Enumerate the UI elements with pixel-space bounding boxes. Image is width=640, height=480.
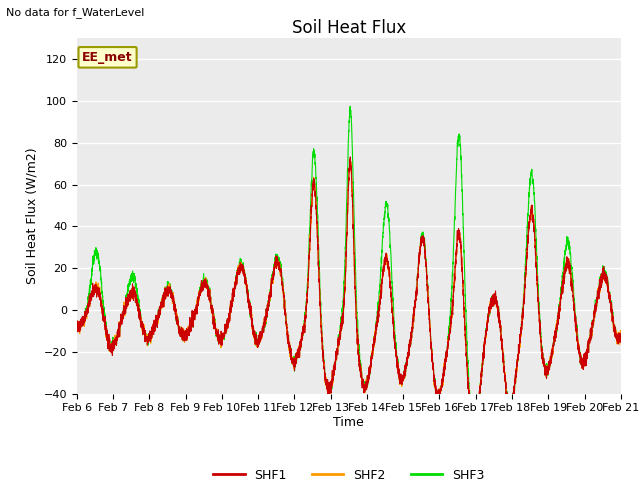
SHF2 — [258, 333, 266, 338]
SHF1 — [258, 330, 266, 336]
SHF2 — [617, 336, 625, 342]
SHF3 — [73, 325, 81, 331]
SHF1 — [486, 305, 493, 311]
SHF2 — [588, 331, 595, 337]
SHF3 — [594, 290, 602, 296]
SHF2 — [594, 292, 602, 298]
Title: Soil Heat Flux: Soil Heat Flux — [292, 19, 406, 37]
SHF3 — [330, 367, 338, 373]
SHF2 — [73, 326, 81, 332]
Text: No data for f_WaterLevel: No data for f_WaterLevel — [6, 7, 145, 18]
SHF3 — [486, 305, 493, 311]
Line: SHF2: SHF2 — [77, 159, 621, 431]
SHF2 — [471, 419, 479, 424]
SHF2 — [470, 428, 477, 434]
SHF1 — [470, 427, 477, 433]
Legend: SHF1, SHF2, SHF3: SHF1, SHF2, SHF3 — [209, 464, 489, 480]
Line: SHF1: SHF1 — [77, 157, 621, 430]
SHF1 — [594, 295, 602, 300]
SHF3 — [588, 332, 595, 338]
SHF3 — [346, 103, 354, 109]
SHF1 — [330, 365, 338, 371]
SHF1 — [588, 326, 595, 332]
SHF3 — [258, 332, 266, 338]
SHF2 — [346, 156, 354, 162]
SHF3 — [471, 419, 479, 425]
Text: EE_met: EE_met — [82, 51, 133, 64]
SHF1 — [346, 154, 354, 160]
SHF3 — [470, 428, 478, 433]
SHF1 — [617, 335, 625, 341]
SHF1 — [471, 420, 479, 425]
Y-axis label: Soil Heat Flux (W/m2): Soil Heat Flux (W/m2) — [25, 148, 38, 284]
SHF2 — [486, 302, 493, 308]
X-axis label: Time: Time — [333, 416, 364, 429]
SHF1 — [73, 322, 81, 327]
SHF2 — [330, 370, 338, 376]
SHF3 — [617, 335, 625, 340]
Line: SHF3: SHF3 — [77, 106, 621, 431]
